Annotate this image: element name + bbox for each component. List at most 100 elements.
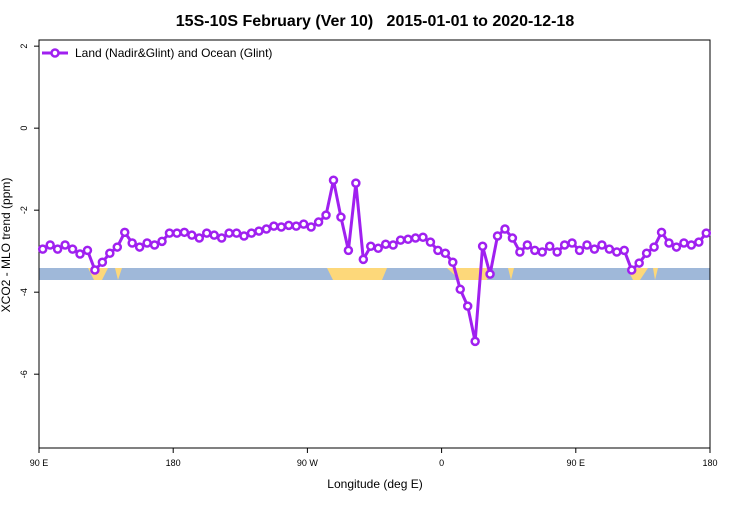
data-point	[60, 240, 70, 250]
data-point	[597, 240, 607, 250]
data-point	[269, 221, 279, 231]
data-point	[336, 212, 346, 222]
data-point	[172, 228, 182, 238]
data-point	[626, 265, 637, 275]
data-point	[45, 240, 55, 250]
data-point	[641, 248, 652, 258]
data-point	[157, 236, 167, 247]
data-point	[142, 238, 152, 248]
data-point	[492, 231, 503, 241]
data-point	[75, 249, 85, 259]
data-point	[418, 232, 428, 242]
data-point	[507, 233, 518, 243]
data-point	[187, 230, 197, 240]
data-point	[284, 220, 294, 231]
data-point	[90, 265, 100, 275]
data-point	[366, 241, 376, 252]
data-point	[291, 221, 301, 231]
data-point	[231, 228, 242, 238]
data-point	[119, 227, 130, 238]
x-tick-label: 180	[702, 458, 717, 468]
x-tick-label: 0	[439, 458, 444, 468]
data-point	[105, 248, 115, 258]
data-point	[440, 248, 451, 258]
x-tick-label: 90 E	[567, 458, 586, 468]
data-point	[448, 257, 458, 267]
data-point	[112, 242, 123, 252]
data-point	[500, 224, 510, 234]
data-point	[388, 240, 398, 250]
data-point	[552, 247, 562, 257]
data-point	[544, 241, 555, 252]
data-point	[202, 228, 212, 238]
data-point	[410, 233, 421, 243]
land-ocean-mask	[39, 268, 710, 280]
data-point	[462, 301, 473, 311]
data-point	[530, 245, 540, 256]
data-point	[209, 230, 219, 240]
data-point	[395, 235, 406, 245]
legend-marker	[50, 48, 60, 58]
data-point	[649, 242, 659, 252]
data-point	[351, 178, 361, 188]
data-point	[82, 245, 93, 256]
data-point	[306, 222, 316, 232]
x-tick-label: 180	[166, 458, 181, 468]
data-point	[477, 241, 488, 252]
x-tick-label: 90 W	[297, 458, 319, 468]
data-point	[134, 242, 145, 252]
y-tick-label: 0	[19, 126, 29, 131]
data-point	[701, 228, 712, 238]
data-point	[321, 210, 331, 220]
data-point	[276, 222, 287, 232]
data-point	[425, 237, 436, 247]
data-point	[127, 238, 137, 248]
data-point	[67, 244, 78, 254]
data-point	[246, 228, 257, 238]
data-point	[664, 238, 674, 248]
data-point	[97, 257, 108, 267]
data-point	[358, 254, 369, 265]
y-tick-label: -6	[19, 370, 29, 378]
data-point	[380, 239, 391, 249]
data-point	[37, 244, 48, 254]
data-point	[455, 284, 465, 295]
data-point	[52, 244, 63, 254]
data-point	[567, 238, 577, 248]
plot-frame	[38, 39, 711, 449]
data-point	[313, 217, 324, 227]
data-point	[582, 240, 592, 250]
data-point	[589, 244, 600, 254]
series-line	[42, 179, 708, 342]
data-point	[470, 336, 480, 347]
land-patch	[88, 268, 658, 280]
data-point	[619, 245, 630, 256]
data-point	[194, 233, 205, 243]
y-tick-label: -4	[19, 288, 29, 296]
data-point	[671, 242, 682, 252]
data-point	[216, 233, 227, 243]
data-point	[254, 226, 264, 236]
data-point	[686, 240, 697, 250]
data-point	[522, 240, 533, 250]
data-point	[261, 224, 272, 234]
data-point	[694, 237, 704, 247]
data-point	[559, 240, 570, 250]
data-point	[403, 234, 413, 245]
data-point	[634, 258, 644, 268]
data-point	[298, 219, 309, 229]
data-point	[433, 245, 443, 256]
data-point	[224, 228, 234, 238]
data-point	[239, 231, 249, 241]
y-tick-label: -2	[19, 206, 29, 214]
legend-label: Land (Nadir&Glint) and Ocean (Glint)	[75, 46, 272, 60]
x-axis-label: Longitude (deg E)	[327, 477, 422, 491]
data-point	[515, 247, 525, 257]
x-tick-label: 90 E	[30, 458, 49, 468]
data-point	[537, 247, 547, 257]
data-point	[679, 238, 689, 248]
y-axis-label: XCO2 - MLO trend (ppm)	[0, 178, 13, 313]
chart-title: 15S-10S February (Ver 10) 2015-01-01 to …	[176, 13, 575, 30]
data-point	[612, 247, 622, 257]
